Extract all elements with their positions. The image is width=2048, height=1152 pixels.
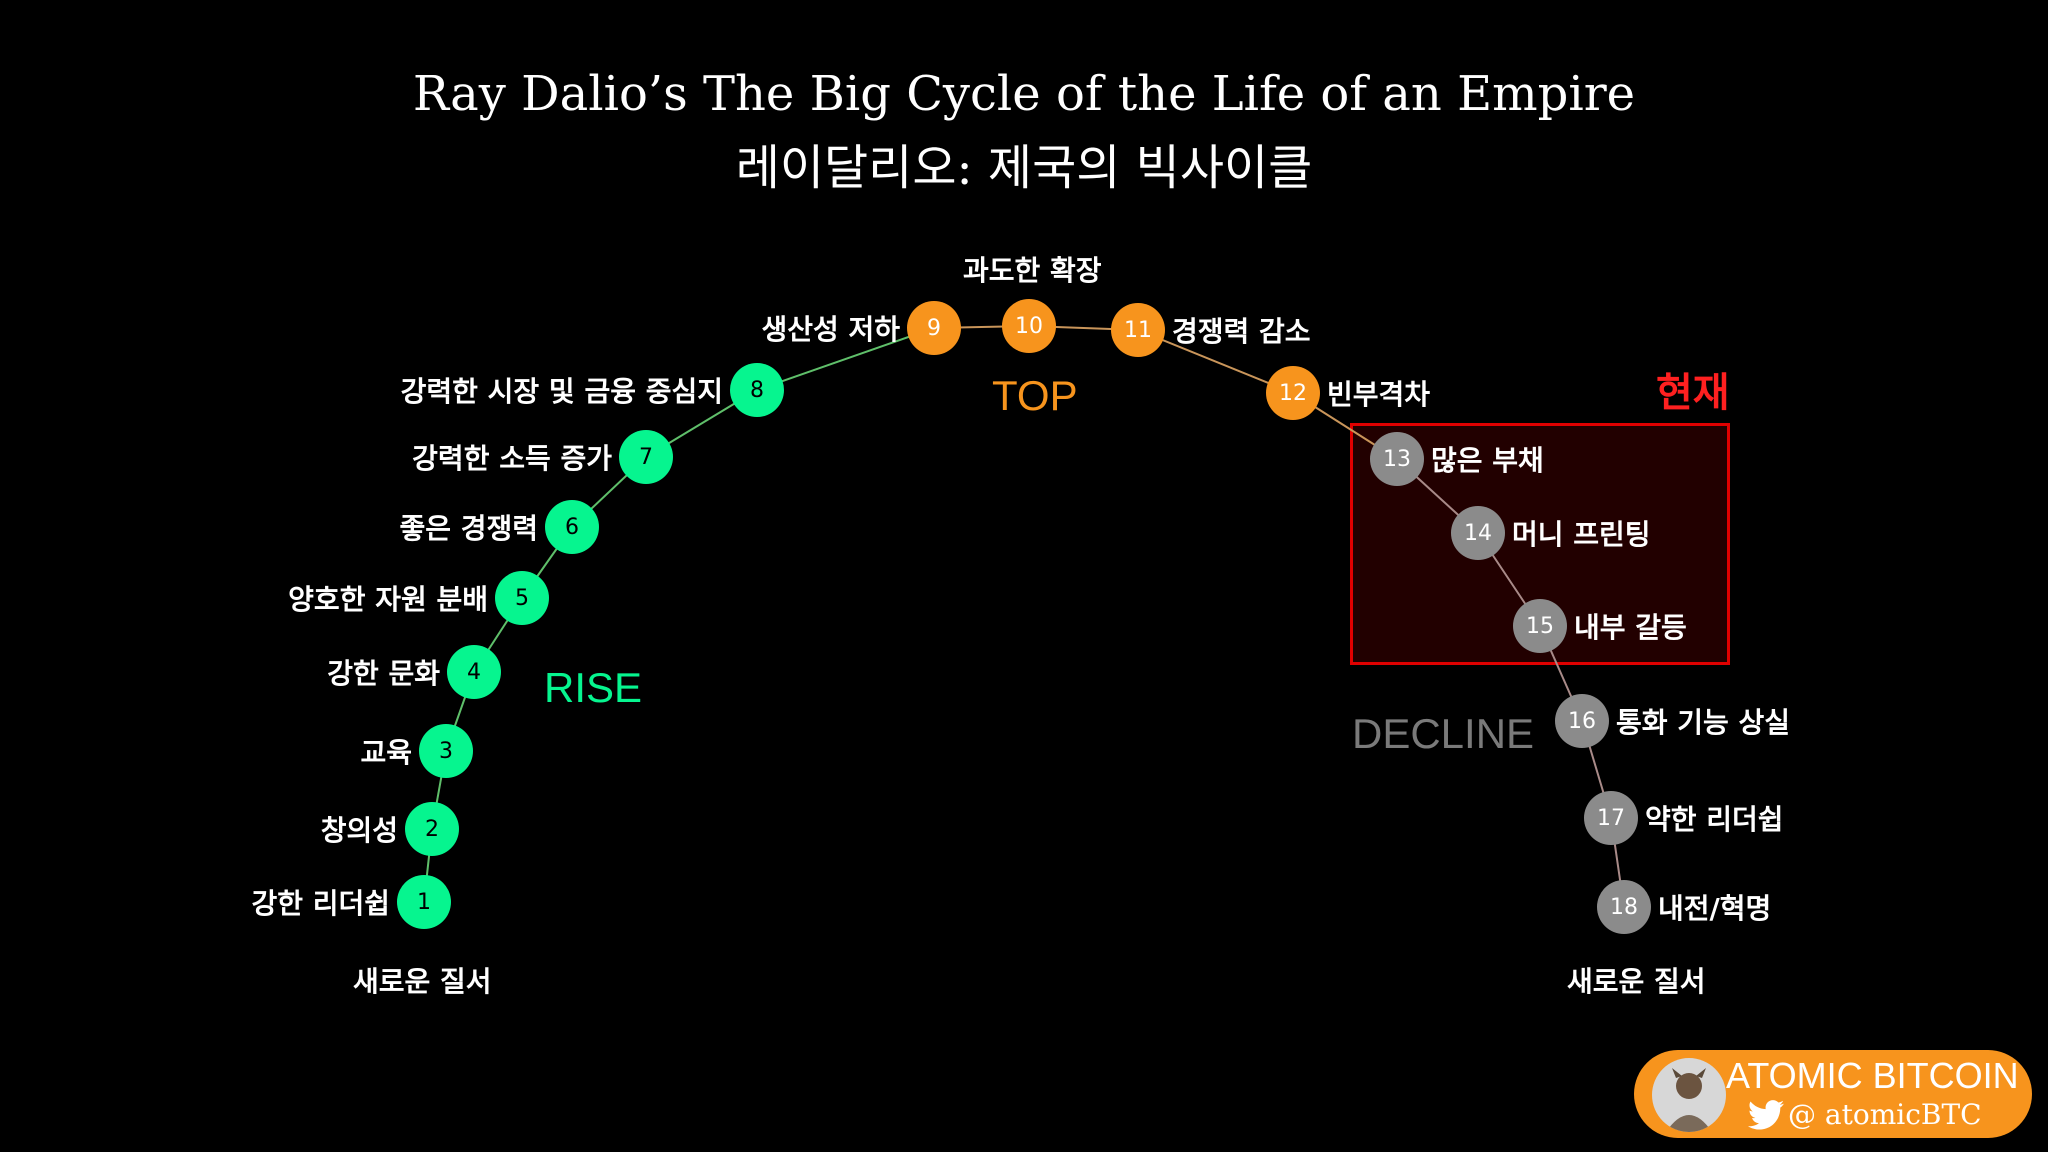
stage-label-6: 좋은 경쟁력 [399, 512, 538, 545]
stage-node-8: 8 [730, 363, 784, 417]
brand-handle: @ atomicBTC [1788, 1098, 1982, 1131]
stage-label-14: 머니 프린팅 [1512, 518, 1651, 551]
stage-label-5: 양호한 자원 분배 [288, 583, 488, 616]
title: Ray Dalio’s The Big Cycle of the Life of… [412, 66, 1636, 122]
stage-node-9: 9 [907, 301, 961, 355]
stage-node-15: 15 [1513, 599, 1567, 653]
stage-node-16: 16 [1555, 694, 1609, 748]
new-order-right: 새로운 질서 [1567, 965, 1706, 998]
twitter-icon [1748, 1100, 1784, 1130]
stage-node-10: 10 [1002, 299, 1056, 353]
stage-label-7: 강력한 소득 증가 [412, 442, 612, 475]
stage-node-5: 5 [495, 571, 549, 625]
phase-decline: DECLINE [1352, 710, 1535, 757]
stage-label-15: 내부 갈등 [1574, 611, 1687, 644]
stage-node-1: 1 [397, 875, 451, 929]
avatar [1652, 1058, 1726, 1132]
stage-label-1: 강한 리더쉽 [251, 887, 390, 920]
stage-label-2: 창의성 [320, 814, 398, 847]
stage-label-12: 빈부격차 [1327, 378, 1431, 411]
stage-label-9: 생산성 저하 [761, 313, 900, 346]
stage-node-6: 6 [545, 500, 599, 554]
stage-label-10: 과도한 확장 [963, 254, 1102, 287]
new-order-left: 새로운 질서 [353, 965, 492, 998]
stage-node-18: 18 [1597, 880, 1651, 934]
stage-node-3: 3 [419, 724, 473, 778]
stage-label-18: 내전/혁명 [1658, 892, 1772, 925]
stage-label-4: 강한 문화 [327, 657, 440, 690]
stage-node-13: 13 [1370, 432, 1424, 486]
curve-segment [756, 327, 935, 391]
phase-top: TOP [992, 372, 1078, 419]
stage-node-17: 17 [1584, 791, 1638, 845]
stage-label-13: 많은 부채 [1431, 444, 1544, 477]
stage-node-4: 4 [447, 645, 501, 699]
stage-node-11: 11 [1111, 303, 1165, 357]
current-label: 현재 [1656, 370, 1730, 416]
stage-label-16: 통화 기능 상실 [1616, 706, 1791, 739]
stage-node-12: 12 [1266, 366, 1320, 420]
stage-label-17: 약한 리더쉽 [1645, 803, 1784, 836]
stage-label-8: 강력한 시장 및 금융 중심지 [400, 375, 723, 408]
brand-name: ATOMIC BITCOIN [1726, 1055, 2019, 1096]
subtitle: 레이달리오: 제국의 빅사이클 [735, 140, 1313, 196]
phase-rise: RISE [544, 664, 643, 711]
stage-label-3: 교육 [360, 736, 412, 769]
stage-node-14: 14 [1451, 506, 1505, 560]
stage-node-7: 7 [619, 430, 673, 484]
stage-label-11: 경쟁력 감소 [1172, 315, 1311, 348]
stage-node-2: 2 [405, 802, 459, 856]
